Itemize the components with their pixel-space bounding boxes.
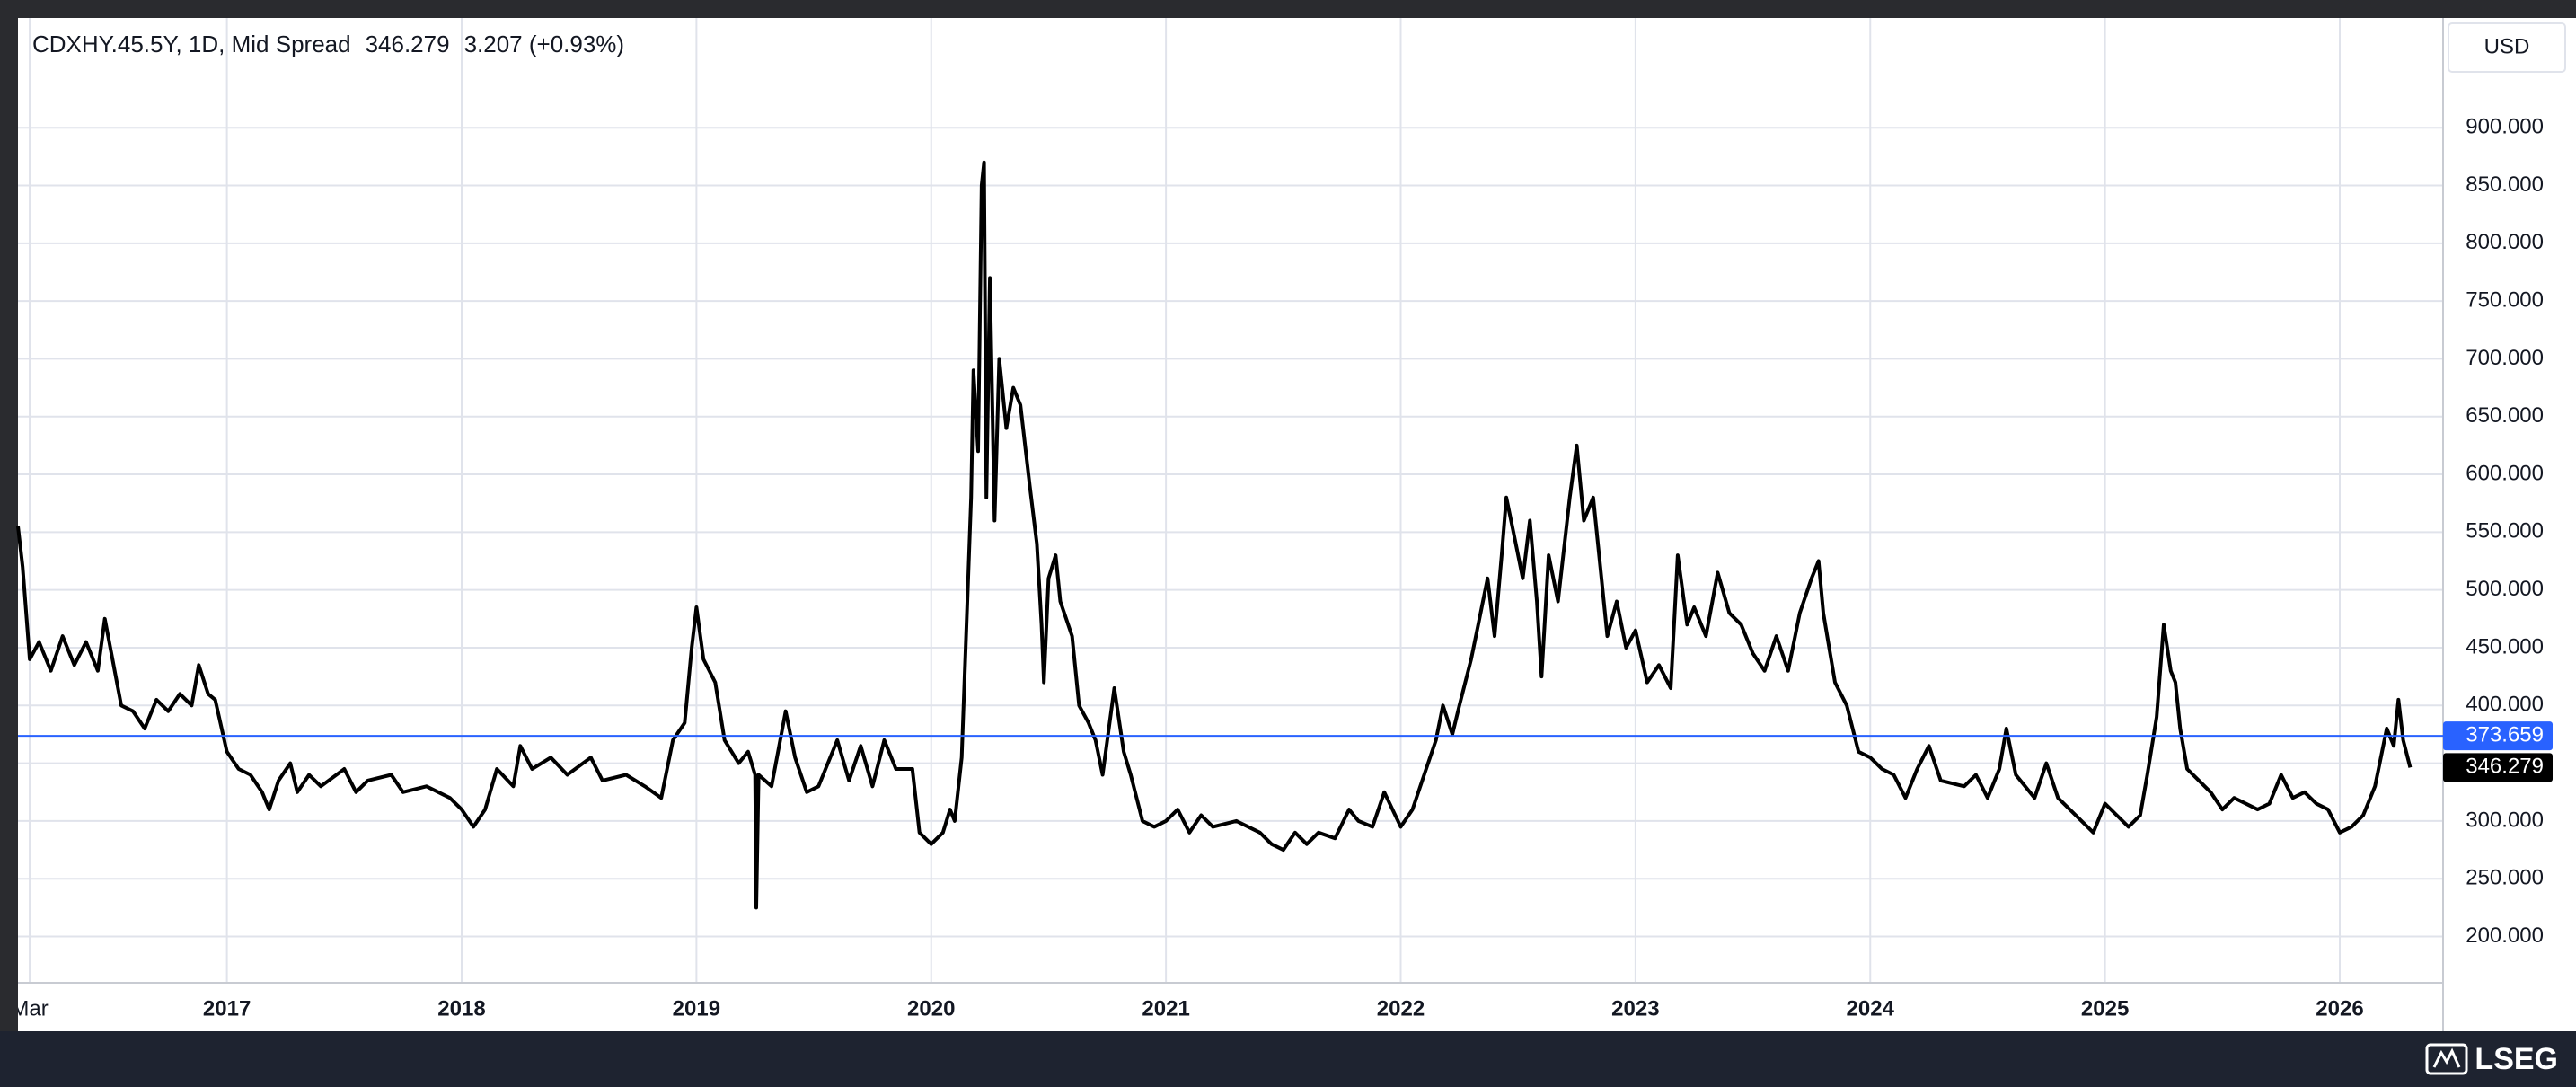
y-tick-label: 500.000 xyxy=(2466,577,2544,601)
y-tick-label: 900.000 xyxy=(2466,115,2544,139)
footer-bar xyxy=(0,1031,2576,1087)
x-tick-label: 2026 xyxy=(2316,996,2363,1021)
y-tick-label: 600.000 xyxy=(2466,461,2544,485)
brand-icon-mark xyxy=(2432,1047,2461,1068)
plot-area xyxy=(16,160,2443,910)
y-tick-label: 400.000 xyxy=(2466,693,2544,717)
y-axis: 200.000250.000300.000350.000400.000450.0… xyxy=(2466,115,2544,948)
y-tick-label: 200.000 xyxy=(2466,924,2544,948)
x-tick-label: 2018 xyxy=(437,996,485,1021)
reference-tag-label: 373.659 xyxy=(2466,723,2544,747)
y-tick-label: 650.000 xyxy=(2466,403,2544,428)
y-tick-label: 700.000 xyxy=(2466,346,2544,370)
last-price: 346.279 xyxy=(366,31,450,57)
brand-icon xyxy=(2425,1043,2468,1075)
price-change: 3.207 (+0.93%) xyxy=(464,31,625,57)
y-tick-label: 550.000 xyxy=(2466,519,2544,544)
currency-box[interactable] xyxy=(2448,22,2566,73)
brand-logo: LSEG xyxy=(2425,1042,2558,1076)
header: CDXHY.45.5Y, 1D, Mid Spread 346.279 3.207 … xyxy=(32,31,624,57)
x-tick-label: 2022 xyxy=(1377,996,1425,1021)
y-tick-label: 450.000 xyxy=(2466,634,2544,658)
y-tick-label: 250.000 xyxy=(2466,866,2544,890)
currency[interactable]: USD xyxy=(2484,34,2530,58)
y-tick-label: 850.000 xyxy=(2466,172,2544,197)
x-tick-label: 2020 xyxy=(907,996,955,1021)
price-tags: 373.659 346.279 xyxy=(2443,721,2553,782)
x-tick-label: 2021 xyxy=(1142,996,1189,1021)
x-tick-label: 2025 xyxy=(2081,996,2129,1021)
y-tick-label: 800.000 xyxy=(2466,230,2544,254)
x-axis: Mar 2017 2018 2019 2020 2021 2022 2023 2024 2025 2… xyxy=(11,996,2364,1021)
x-tick-label: 2023 xyxy=(1611,996,1659,1021)
chart-title: CDXHY.45.5Y, 1D, Mid Spread xyxy=(32,31,351,57)
series-line xyxy=(16,160,2413,910)
x-tick-label: 2024 xyxy=(1847,996,1895,1021)
y-tick-label: 300.000 xyxy=(2466,808,2544,832)
grid xyxy=(18,18,2443,983)
last-price-tag-label: 346.279 xyxy=(2466,755,2544,779)
y-tick-label: 750.000 xyxy=(2466,287,2544,312)
reference-tag xyxy=(2443,721,2553,751)
x-tick-label: 2017 xyxy=(203,996,251,1021)
chart-panel xyxy=(18,18,2576,1031)
x-tick-label: 2019 xyxy=(673,996,720,1021)
x-tick-label: Mar xyxy=(11,996,48,1021)
last-price-tag xyxy=(2443,753,2553,782)
brand: LSEG xyxy=(2475,1042,2558,1076)
